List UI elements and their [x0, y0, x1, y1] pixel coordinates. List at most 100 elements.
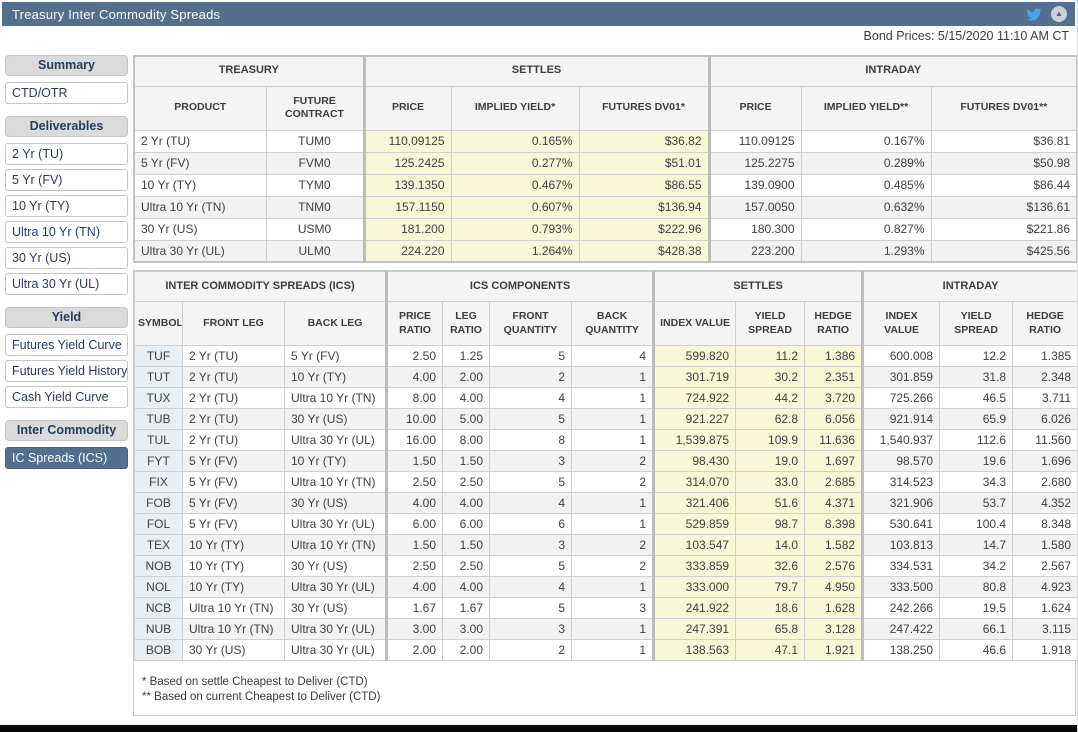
table-cell: $221.86: [930, 217, 1077, 241]
sidebar-item-2-yr-tu[interactable]: 2 Yr (TU): [5, 143, 128, 165]
sidebar-item-ultra-10-yr-tn[interactable]: Ultra 10 Yr (TN): [5, 221, 128, 243]
sidebar-header-deliverables: Deliverables: [5, 116, 128, 137]
sidebar-item-5-yr-fv[interactable]: 5 Yr (FV): [5, 169, 128, 191]
sidebar-section-inter-commodity: Inter Commodity IC Spreads (ICS): [5, 420, 128, 469]
table-cell: $136.94: [578, 195, 710, 219]
column-header-yield-spread: YIELD SPREAD: [939, 301, 1014, 346]
column-header-index-value: INDEX VALUE: [652, 301, 737, 346]
table-cell: 1.582: [804, 534, 864, 556]
table-cell: 4.950: [804, 576, 864, 598]
table-cell: 1,539.875: [652, 429, 737, 451]
table-row: NUB Ultra 10 Yr (TN) Ultra 30 Yr (UL) 3.00 3…: [134, 618, 1077, 640]
table-row: FOL 5 Yr (FV) Ultra 30 Yr (UL) 6.00 6.00 6 1 52…: [134, 513, 1077, 535]
table-cell: 19.6: [939, 450, 1014, 472]
table-cell: 10 Yr (TY): [182, 534, 285, 556]
table-cell: 4: [489, 492, 573, 514]
table-cell: 125.2425: [362, 151, 452, 175]
table-cell: 2 Yr (TU): [133, 129, 267, 153]
column-header-front-leg: FRONT LEG: [182, 301, 285, 346]
ics-spreads-table: INTER COMMODITY SPREADS (ICS) ICS COMPONE…: [133, 271, 1077, 661]
table-cell: $428.38: [578, 239, 710, 263]
table-cell: 5 Yr (FV): [182, 513, 285, 535]
table-cell: 3: [489, 450, 573, 472]
table-cell: 1.697: [804, 450, 864, 472]
table-cell: 5 Yr (FV): [182, 471, 285, 493]
table-cell: 5 Yr (FV): [182, 450, 285, 472]
table-cell: 181.200: [362, 217, 452, 241]
table-cell: 30 Yr (US): [283, 555, 388, 577]
table-cell: 6: [489, 513, 573, 535]
footnote-settle-ctd: * Based on settle Cheapest to Deliver (C…: [142, 676, 368, 688]
table-cell: 4.00: [442, 492, 491, 514]
sidebar-item-ctd-otr[interactable]: CTD/OTR: [5, 82, 128, 104]
sidebar-item-futures-yield-curve[interactable]: Futures Yield Curve: [5, 334, 128, 356]
table-cell: 157.1150: [362, 195, 452, 219]
table-cell: 53.7: [939, 492, 1014, 514]
table-cell: 3.720: [804, 387, 864, 409]
table-cell: 138.250: [861, 639, 941, 661]
sidebar-item-cash-yield-curve[interactable]: Cash Yield Curve: [5, 386, 128, 408]
sidebar-item-10-yr-ty[interactable]: 10 Yr (TY): [5, 195, 128, 217]
sidebar-item-futures-yield-history[interactable]: Futures Yield History: [5, 360, 128, 382]
table-cell: 247.391: [652, 618, 737, 640]
column-header-leg-ratio: LEG RATIO: [442, 301, 491, 346]
table-cell: 10 Yr (TY): [283, 366, 388, 388]
table-cell: 1,540.937: [861, 429, 941, 451]
table-cell: 333.859: [652, 555, 737, 577]
footnote-current-ctd: ** Based on current Cheapest to Deliver …: [142, 690, 381, 703]
table-cell: 2.50: [442, 555, 491, 577]
table-cell: FYT: [134, 450, 183, 472]
column-header-price: PRICE: [707, 85, 802, 131]
collapse-panel-button[interactable]: ▲: [1051, 6, 1067, 22]
table-cell: 14.0: [735, 534, 806, 556]
table-cell: 4: [489, 387, 573, 409]
table-row: FIX 5 Yr (FV) Ultra 10 Yr (TN) 2.50 2.50 5 2 31…: [134, 471, 1077, 493]
table-cell: 3.128: [804, 618, 864, 640]
table-cell: 10 Yr (TY): [182, 576, 285, 598]
table-cell: 4.00: [385, 492, 444, 514]
table-cell: 51.6: [735, 492, 806, 514]
sidebar-item-ic-spreads-ics[interactable]: IC Spreads (ICS): [5, 447, 128, 469]
table-cell: 34.3: [939, 471, 1014, 493]
table-cell: BOB: [134, 639, 183, 661]
twitter-icon[interactable]: [1025, 7, 1043, 22]
table-cell: Ultra 10 Yr (TN): [182, 597, 285, 619]
table-cell: 11.560: [1012, 429, 1077, 451]
table-cell: $50.98: [930, 151, 1077, 175]
table-cell: 5: [489, 597, 573, 619]
table-cell: 110.09125: [362, 129, 452, 153]
table-cell: 31.8: [939, 366, 1014, 388]
table-cell: 2.351: [804, 366, 864, 388]
table-cell: 11.2: [735, 345, 806, 367]
table-cell: 4.00: [442, 576, 491, 598]
table-cell: 0.165%: [450, 129, 580, 153]
table-cell: 321.906: [861, 492, 941, 514]
table-row: TUX 2 Yr (TU) Ultra 10 Yr (TN) 8.00 4.00 4 1 72…: [134, 387, 1077, 409]
table-cell: 2.50: [442, 471, 491, 493]
table-cell: 125.2275: [707, 151, 802, 175]
table-cell: 109.9: [735, 429, 806, 451]
table-cell: 4.00: [385, 576, 444, 598]
table-cell: 1: [571, 513, 655, 535]
sidebar-item-30-yr-us[interactable]: 30 Yr (US): [5, 247, 128, 269]
table-cell: 224.220: [362, 239, 452, 263]
table-cell: $86.44: [930, 173, 1077, 197]
table-cell: 1.264%: [450, 239, 580, 263]
table-cell: 10 Yr (TY): [133, 173, 267, 197]
table-cell: 33.0: [735, 471, 806, 493]
table-cell: 4: [489, 576, 573, 598]
table-cell: FOL: [134, 513, 183, 535]
table-cell: 4: [571, 345, 655, 367]
table-cell: 4.00: [385, 366, 444, 388]
table-row: 30 Yr (US) USM0 181.200 0.793% $222.96 180.30…: [133, 217, 1077, 241]
page-title: Treasury Inter Commodity Spreads: [12, 6, 221, 22]
table-cell: 12.2: [939, 345, 1014, 367]
sidebar-item-ultra-30-yr-ul[interactable]: Ultra 30 Yr (UL): [5, 273, 128, 295]
table-cell: 2: [571, 471, 655, 493]
table-cell: 6.00: [442, 513, 491, 535]
table-cell: 4.371: [804, 492, 864, 514]
column-header-futures-dv01: FUTURES DV01*: [578, 85, 710, 131]
table-row: TUB 2 Yr (TU) 30 Yr (US) 10.00 5.00 5 1 921.227…: [134, 408, 1077, 430]
table-cell: 138.563: [652, 639, 737, 661]
